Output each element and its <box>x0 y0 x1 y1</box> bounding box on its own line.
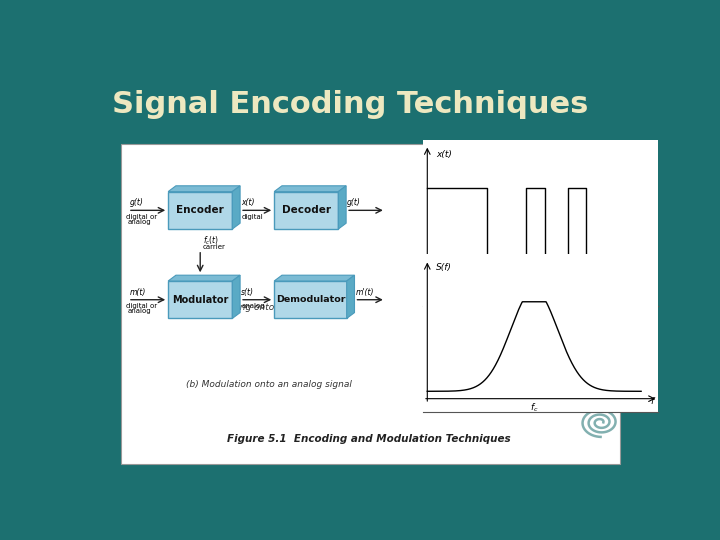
Text: g(t): g(t) <box>347 198 361 207</box>
Text: Modulator: Modulator <box>172 295 228 305</box>
Text: analog: analog <box>241 303 265 309</box>
Text: Encoder: Encoder <box>176 205 224 215</box>
Bar <box>274 192 338 229</box>
Text: digital or: digital or <box>126 303 158 309</box>
Text: Demodulator: Demodulator <box>276 295 345 304</box>
Text: analog: analog <box>128 219 152 225</box>
Text: m'(t): m'(t) <box>356 288 374 297</box>
Text: s(t): s(t) <box>241 288 254 297</box>
Text: digital or: digital or <box>126 214 158 220</box>
Text: m(t): m(t) <box>130 288 147 297</box>
Text: f: f <box>651 396 654 406</box>
Bar <box>168 192 233 229</box>
Text: analog: analog <box>128 308 152 314</box>
Polygon shape <box>168 186 240 192</box>
Text: t: t <box>650 288 654 298</box>
Polygon shape <box>168 275 240 281</box>
Polygon shape <box>274 186 346 192</box>
Text: x(t): x(t) <box>436 150 451 159</box>
Text: carrier: carrier <box>203 244 226 250</box>
Text: Decoder: Decoder <box>282 205 330 215</box>
Bar <box>168 281 233 319</box>
Text: Figure 5.1  Encoding and Modulation Techniques: Figure 5.1 Encoding and Modulation Techn… <box>228 434 510 443</box>
Bar <box>274 281 347 319</box>
Bar <box>121 144 620 464</box>
Text: g(t): g(t) <box>130 198 144 207</box>
Polygon shape <box>338 186 346 229</box>
Text: $f_c$: $f_c$ <box>530 401 539 414</box>
Polygon shape <box>274 275 354 281</box>
Text: digital: digital <box>241 214 263 220</box>
Text: Signal Encoding Techniques: Signal Encoding Techniques <box>112 90 589 119</box>
Text: $f_c(t)$: $f_c(t)$ <box>203 234 219 247</box>
Text: S(f): S(f) <box>436 263 451 272</box>
Polygon shape <box>233 275 240 319</box>
Text: (b) Modulation onto an analog signal: (b) Modulation onto an analog signal <box>186 380 351 389</box>
Polygon shape <box>233 186 240 229</box>
Polygon shape <box>347 275 354 319</box>
Text: (a) Encoding onto a digital signal: (a) Encoding onto a digital signal <box>194 303 343 312</box>
Text: x(t): x(t) <box>241 198 255 207</box>
